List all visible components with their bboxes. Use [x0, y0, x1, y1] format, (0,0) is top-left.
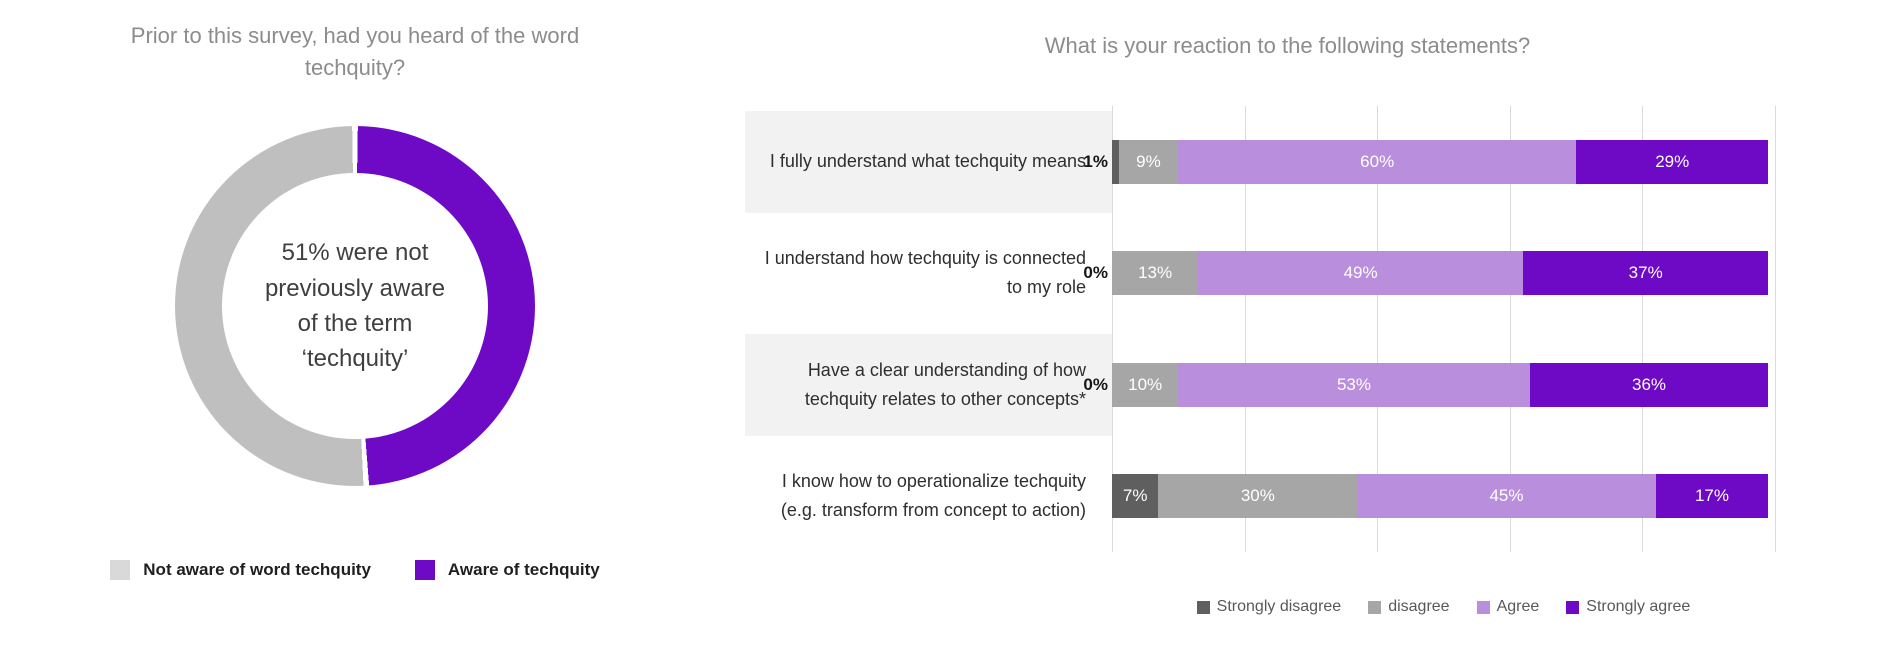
- bar-legend-label: Agree: [1496, 598, 1540, 615]
- segment-value-label: 13%: [1138, 263, 1173, 283]
- bar-track-wrap: 1% 9% 60% 29%: [1083, 106, 1775, 218]
- bar-legend-label: Strongly agree: [1586, 598, 1691, 615]
- bar-track-wrap: 7% 30% 45% 17%: [1112, 441, 1775, 553]
- bar-track: 1% 9% 60% 29%: [1083, 139, 1775, 184]
- segment-value-label: 30%: [1240, 486, 1275, 506]
- donut-center-line: 51% were not: [281, 239, 429, 267]
- bar-legend-label: disagree: [1388, 598, 1450, 615]
- segment-value-label: 29%: [1655, 151, 1690, 171]
- bar-segment: 53%: [1178, 362, 1530, 407]
- gridlines: [1112, 106, 1776, 552]
- segment-value-label-outside: 0%: [1083, 263, 1108, 283]
- donut-hole: 51% were not previously aware of the term ‘…: [222, 173, 488, 439]
- bar-track: 0% 10% 53% 36%: [1083, 362, 1775, 407]
- bar-legend-swatch-icon: [1566, 600, 1580, 614]
- bar-legend-swatch-icon: [1368, 600, 1382, 614]
- bar-legend-swatch-icon: [1476, 600, 1490, 614]
- category-label: Have a clear understanding of how techqu…: [745, 334, 1112, 436]
- category-label: I know how to operationalize techquity (…: [780, 471, 1086, 521]
- gridline-100: [1775, 106, 1776, 552]
- bar-segment: 45%: [1357, 474, 1656, 519]
- gridline-20: [1244, 106, 1246, 552]
- bar-legend-label: Strongly disagree: [1216, 598, 1342, 615]
- segment-value-label: 9%: [1136, 151, 1161, 171]
- donut-legend-item: Not aware of word techquity: [110, 560, 371, 580]
- gridline-60: [1509, 106, 1511, 552]
- segment-value-label-outside: 1%: [1083, 151, 1108, 171]
- segment-value-label: 7%: [1122, 486, 1148, 506]
- bar-row: I understand how techquity is connected …: [745, 218, 1775, 330]
- stacked-bar-plot: I fully understand what techquity means 1…: [745, 106, 1776, 552]
- bar-segment: 60%: [1178, 139, 1577, 184]
- bar-segment: 9%: [1118, 139, 1179, 184]
- donut-legend-label: Aware of techquity: [447, 560, 600, 579]
- bar-segment: 7%: [1112, 474, 1159, 519]
- bar-legend-item: Strongly disagree: [1196, 598, 1342, 616]
- segment-value-label: 49%: [1343, 263, 1378, 283]
- category-label: I understand how techquity is connected …: [764, 248, 1086, 298]
- segment-value-label: 17%: [1694, 486, 1729, 506]
- bar-legend-item: Agree: [1476, 598, 1540, 616]
- donut-legend-swatch-icon: [110, 560, 131, 580]
- bar-segment: 29%: [1576, 139, 1769, 184]
- bar-track: 7% 30% 45% 17%: [1112, 474, 1775, 519]
- donut-legend: Not aware of word techquity Aware of tech…: [60, 560, 650, 580]
- bar-legend-item: disagree: [1368, 598, 1450, 616]
- segment-value-label: 37%: [1628, 263, 1663, 283]
- segment-value-label: 53%: [1336, 374, 1371, 394]
- bar-row: I fully understand what techquity means 1…: [745, 106, 1775, 218]
- donut-legend-swatch-icon: [414, 560, 435, 580]
- gridline-40: [1377, 106, 1379, 552]
- bar-track-wrap: 0% 10% 53% 36%: [1083, 329, 1775, 441]
- bar-chart-title: What is your reaction to the following s…: [1044, 33, 1531, 58]
- gridline-0: [1112, 106, 1113, 552]
- donut-center-line: of the term: [297, 310, 413, 337]
- donut-center-line: previously aware: [264, 274, 446, 302]
- gridline-80: [1642, 106, 1644, 552]
- bar-segment: 13%: [1112, 251, 1199, 296]
- bar-legend-swatch-icon: [1196, 600, 1210, 614]
- segment-value-label: 36%: [1631, 374, 1667, 394]
- donut-center-text: 51% were not previously aware of the term ‘…: [265, 235, 445, 376]
- bar-track: 0% 13% 49% 37%: [1083, 251, 1775, 296]
- bar-segment: [1112, 139, 1119, 184]
- donut-legend-item: Aware of techquity: [414, 560, 600, 580]
- bar-segment: 36%: [1529, 362, 1769, 407]
- bar-row: I know how to operationalize techquity (…: [745, 441, 1775, 553]
- bar-legend: Strongly disagree disagree Agree Strongly a…: [1112, 598, 1775, 616]
- category-label: I fully understand what techquity means: [745, 111, 1112, 213]
- bar-segment: 37%: [1523, 251, 1769, 296]
- donut-chart: 51% were not previously aware of the term ‘…: [175, 126, 535, 486]
- segment-value-label: 45%: [1489, 486, 1524, 506]
- segment-value-label: 10%: [1128, 374, 1163, 394]
- bar-segment: 17%: [1655, 474, 1769, 519]
- segment-value-label-outside: 0%: [1083, 374, 1108, 394]
- bar-track-wrap: 0% 13% 49% 37%: [1083, 218, 1775, 330]
- bar-segment: 49%: [1198, 251, 1524, 296]
- donut-chart-title: Prior to this survey, had you heard of t…: [130, 23, 580, 80]
- bar-legend-item: Strongly agree: [1566, 598, 1690, 616]
- bar-rows: I fully understand what techquity means 1…: [745, 106, 1775, 552]
- donut-chart-section: Prior to this survey, had you heard of t…: [60, 0, 650, 661]
- bar-row: Have a clear understanding of how techqu…: [745, 329, 1775, 441]
- stacked-bar-section: What is your reaction to the following s…: [745, 0, 1830, 661]
- donut-legend-label: Not aware of word techquity: [143, 560, 371, 579]
- bar-segment: 10%: [1112, 362, 1179, 407]
- segment-value-label: 60%: [1360, 151, 1395, 171]
- donut-center-line: ‘techquity’: [301, 345, 409, 373]
- bar-segment: 30%: [1158, 474, 1358, 519]
